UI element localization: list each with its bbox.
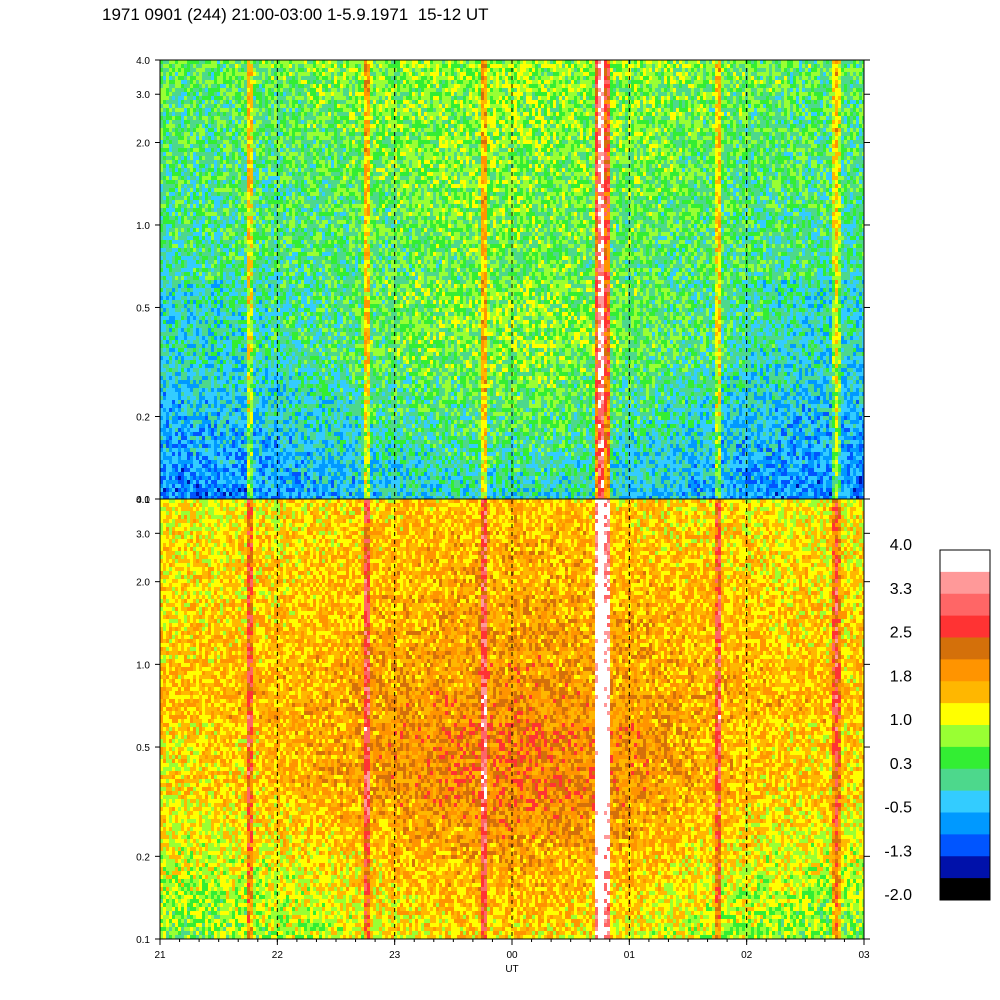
y-tick-label: 2.0 [136,578,150,589]
y-tick-label: 0.2 [136,413,150,424]
colorbar-swatch [940,791,990,813]
x-axis-label: UT [505,964,518,975]
colorbar-swatch [940,550,990,572]
colorbar-swatch [940,703,990,725]
colorbar: 4.0 3.3 2.5 1.8 1.0 0.3 -0.5 -1.3 -2.0 [884,537,990,904]
colorbar-swatch [940,834,990,856]
y-tick-label: 0.1 [136,935,150,946]
x-tick-label: 23 [389,950,401,961]
colorbar-swatch [940,681,990,703]
colorbar-swatch [940,813,990,835]
colorbar-label: -1.3 [884,843,912,860]
colorbar-swatch [940,725,990,747]
y-tick-label: 2.0 [136,138,150,149]
colorbar-swatch [940,769,990,791]
y-tick-label: 3.0 [136,90,150,101]
y-tick-label: 1.0 [136,660,150,671]
y-tick-label: 0.5 [136,743,150,754]
x-tick-label: 03 [858,950,870,961]
colorbar-label: 0.3 [890,756,912,773]
x-tick-label: 21 [154,950,166,961]
x-tick-label: 02 [741,950,753,961]
colorbar-swatch [940,878,990,900]
colorbar-label: 1.8 [890,668,912,685]
y-tick-label: 0.2 [136,852,150,863]
colorbar-swatch [940,659,990,681]
colorbar-swatch [940,638,990,660]
y-tick-label: 4.0 [136,56,150,67]
x-tick-label: 22 [272,950,284,961]
colorbar-swatch [940,747,990,769]
y-tick-label: 3.0 [136,529,150,540]
colorbar-label: 1.0 [890,712,912,729]
y-tick-label: 4.0 [136,495,150,506]
colorbar-swatch [940,856,990,878]
x-tick-label: 01 [624,950,636,961]
colorbar-swatch [940,572,990,594]
colorbar-label: 2.5 [890,625,912,642]
colorbar-label: 3.3 [890,581,912,598]
colorbar-label: 4.0 [890,537,912,554]
colorbar-label: -2.0 [884,887,912,904]
colorbar-swatch [940,616,990,638]
colorbar-label: -0.5 [884,800,912,817]
y-tick-label: 1.0 [136,221,150,232]
x-tick-label: 00 [506,950,518,961]
y-tick-label: 0.5 [136,303,150,314]
colorbar-swatch [940,594,990,616]
